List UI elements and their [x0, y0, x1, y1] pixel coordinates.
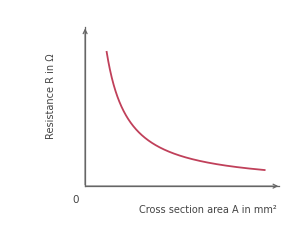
Text: Resistance R in Ω: Resistance R in Ω	[46, 54, 56, 139]
Text: 0: 0	[72, 195, 79, 205]
Text: Cross section area A in mm²: Cross section area A in mm²	[139, 205, 277, 215]
